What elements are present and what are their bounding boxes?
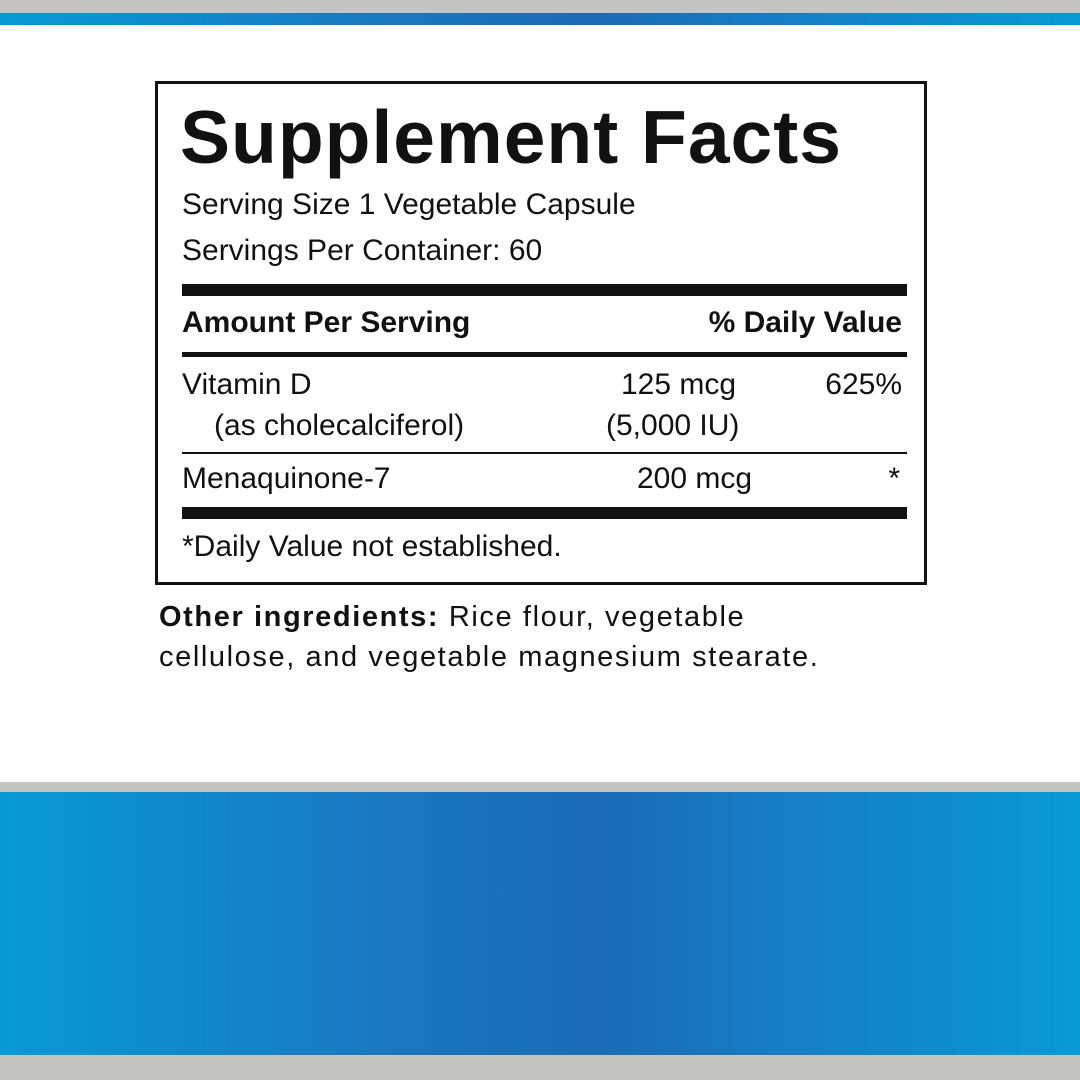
serving-size: Serving Size 1 Vegetable Capsule bbox=[182, 188, 636, 221]
thin-divider bbox=[182, 452, 907, 454]
bottom-gray-band-lower bbox=[0, 1055, 1080, 1080]
other-ingredients: Other ingredients: Rice flour, vegetable… bbox=[159, 597, 819, 677]
top-blue-band bbox=[0, 13, 1080, 25]
amount-per-serving-header: Amount Per Serving bbox=[182, 306, 471, 339]
row-dv: * bbox=[888, 462, 900, 495]
row-dv: 625% bbox=[825, 368, 902, 401]
medium-divider bbox=[182, 352, 907, 357]
row-amount-sub: (5,000 IU) bbox=[606, 409, 740, 442]
row-name: Menaquinone-7 bbox=[182, 462, 391, 495]
top-gray-band bbox=[0, 0, 1080, 13]
supplement-facts-panel: Supplement Facts Serving Size 1 Vegetabl… bbox=[155, 81, 927, 585]
footnote: *Daily Value not established. bbox=[182, 530, 562, 563]
bottom-gray-band-upper bbox=[0, 782, 1080, 792]
row-amount: 125 mcg bbox=[621, 368, 737, 401]
other-ingredients-line1: Rice flour, vegetable bbox=[448, 601, 746, 633]
daily-value-header: % Daily Value bbox=[708, 306, 902, 339]
other-ingredients-label: Other ingredients: bbox=[159, 601, 440, 633]
thick-divider bbox=[182, 507, 907, 519]
bottom-blue-band bbox=[0, 792, 1080, 1055]
row-sub: (as cholecalciferol) bbox=[214, 409, 465, 442]
row-name: Vitamin D bbox=[182, 368, 312, 401]
row-amount: 200 mcg bbox=[637, 462, 753, 495]
thick-divider bbox=[182, 284, 907, 296]
other-ingredients-line2: cellulose, and vegetable magnesium stear… bbox=[159, 641, 820, 673]
panel-title: Supplement Facts bbox=[180, 95, 842, 179]
servings-per-container: Servings Per Container: 60 bbox=[182, 234, 543, 267]
